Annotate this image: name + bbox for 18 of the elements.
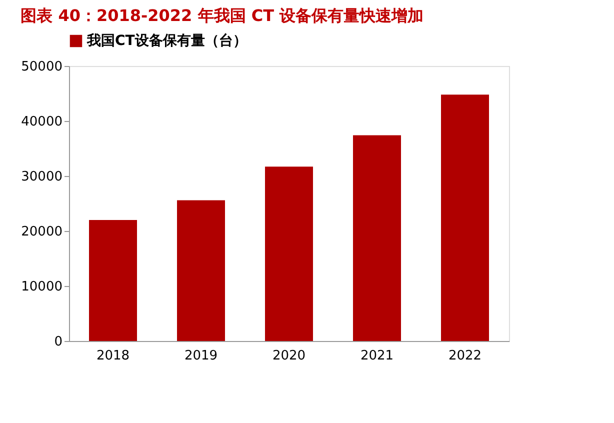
bar xyxy=(177,200,225,341)
x-tick-label: 2022 xyxy=(448,348,482,364)
y-tick-label: 0 xyxy=(54,334,62,350)
bar xyxy=(441,94,489,341)
bar xyxy=(89,220,137,341)
y-tick-label: 50000 xyxy=(21,60,62,74)
legend-label: 我国CT设备保有量（台） xyxy=(86,33,247,49)
x-tick-label: 2019 xyxy=(184,348,218,364)
y-tick-label: 10000 xyxy=(21,280,62,294)
y-tick-label: 30000 xyxy=(21,170,62,184)
x-tick-label: 2018 xyxy=(96,348,130,364)
x-tick-label: 2021 xyxy=(360,348,394,364)
y-tick-label: 40000 xyxy=(21,114,62,130)
bar xyxy=(353,135,401,341)
chart-title: 图表 40：2018-2022 年我国 CT 设备保有量快速增加 xyxy=(20,6,424,25)
bar xyxy=(265,166,313,341)
y-tick-label: 20000 xyxy=(21,224,62,240)
x-tick-label: 2020 xyxy=(272,348,306,364)
